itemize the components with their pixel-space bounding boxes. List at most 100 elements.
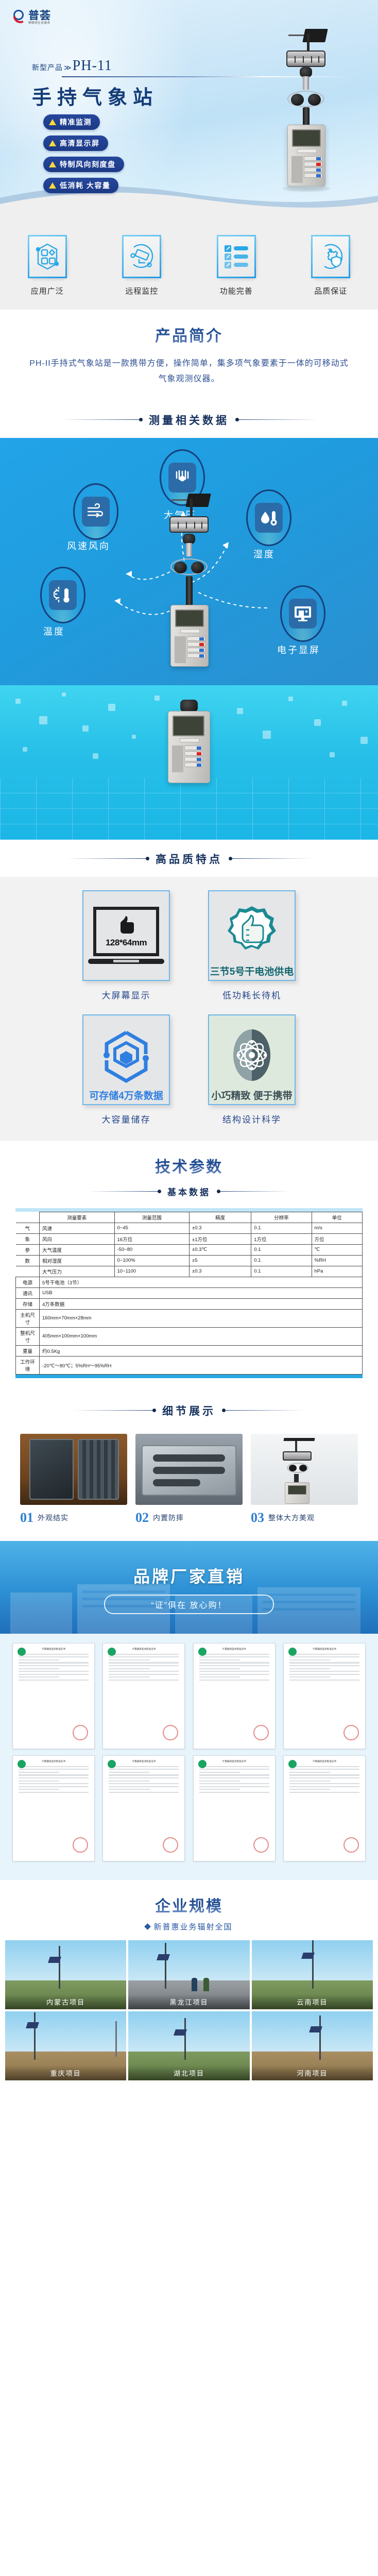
table-row: 电源 5号干电池（3节） — [15, 1276, 363, 1288]
cell: 0~100% — [114, 1255, 190, 1266]
quality-card[interactable]: 小巧精致 便于携带 结构设计科学 — [208, 1014, 296, 1125]
project-cell[interactable]: 黑龙江项目 — [128, 1940, 250, 2009]
group-label-char: 象 — [15, 1233, 40, 1245]
thumbs-up-badge-icon: 三节5号干电池供电 — [208, 890, 296, 981]
feature-icon-cell[interactable]: 功能完善 — [203, 235, 269, 296]
cert-title: 计量器具型式批准证书 — [132, 1647, 156, 1650]
tech-spec-table: 测量要素 测量范围 精度 分辨率 单位 气 风速 0~45 ±0.3 0.1 m… — [15, 1211, 363, 1375]
cert-seal-icon — [343, 1837, 359, 1853]
certificate-card[interactable]: 计量器具型式批准证书 — [102, 1755, 185, 1861]
quality-heading: 高品质特点 — [156, 853, 222, 866]
project-label: 内蒙古项目 — [5, 1994, 127, 2009]
settings-list-icon — [216, 235, 256, 278]
detail-item[interactable]: 02 内置防摔 — [135, 1433, 243, 1526]
table-row: 参 大气温度 -50~80 ±0.3℃ 0.1 ℃ — [15, 1244, 363, 1256]
group-label-char: 数 — [15, 1255, 40, 1266]
project-cell[interactable]: 湖北项目 — [128, 2011, 250, 2080]
quality-card[interactable]: 三节5号干电池供电 低功耗长待机 — [208, 890, 296, 1001]
hero-divider — [62, 76, 350, 77]
measure-node — [160, 449, 205, 506]
certificate-card[interactable]: 计量器具型式批准证书 — [193, 1755, 276, 1861]
project-label: 重庆项目 — [5, 2065, 127, 2080]
enterprise-heading: 企业规模 — [0, 1893, 378, 1916]
col-header: 分辨率 — [251, 1211, 312, 1223]
cell: 大气温度 — [39, 1244, 115, 1256]
pixel-decoration — [0, 685, 378, 840]
project-label: 湖北项目 — [128, 2065, 250, 2080]
quality-card-caption: 低功耗长待机 — [222, 990, 281, 1001]
feature-icon-cell[interactable]: 远程监控 — [109, 235, 175, 296]
project-cell[interactable]: 重庆项目 — [5, 2011, 127, 2080]
battery-text: 三节5号干电池供电 — [210, 966, 294, 977]
hero-banner: 普荟 物联网生态服务 新型产品 ≫ PH-11 手持气象站 精准监测 高清显示屏… — [0, 0, 378, 216]
certificate-card[interactable]: 计量器具型式批准证书 — [12, 1755, 95, 1861]
feature-icon-cell[interactable]: 应用广泛 — [14, 235, 80, 296]
project-cell[interactable]: 河南项目 — [251, 2011, 373, 2080]
col-header: 单位 — [311, 1211, 363, 1223]
spec-value: 405mm×100mm×100mm — [39, 1327, 363, 1346]
certificate-card[interactable]: 计量器具型式批准证书 — [12, 1642, 95, 1749]
certificate-card[interactable]: 计量器具型式批准证书 — [193, 1642, 276, 1749]
triangle-icon — [49, 182, 56, 189]
spec-value: USB — [39, 1287, 363, 1299]
table-top-bar — [15, 1208, 363, 1212]
building-silhouette — [10, 1584, 360, 1634]
detail-item[interactable]: 03 整体大方美观 — [251, 1433, 358, 1526]
cell: 0.1 — [251, 1265, 312, 1277]
brand-logo[interactable]: 普荟 物联网生态服务 — [12, 9, 51, 25]
cell: ℃ — [311, 1244, 363, 1256]
quality-card[interactable]: 128*64mm 大屏幕显示 — [82, 890, 170, 1001]
group-label-char: 参 — [15, 1244, 40, 1256]
cert-title: 计量器具型式批准证书 — [313, 1647, 336, 1650]
detail-label: 整体大方美观 — [268, 1513, 315, 1522]
measure-node — [280, 585, 325, 642]
hero-badge-label: 高清显示屏 — [60, 139, 100, 147]
table-row: 象 风向 16方位 ±1方位 1方位 方位 — [15, 1233, 363, 1245]
gear-shield-icon — [311, 235, 351, 278]
cell: m/s — [311, 1222, 363, 1234]
quality-card-caption: 大容量储存 — [101, 1114, 151, 1125]
cert-title: 计量器具型式批准证书 — [313, 1759, 336, 1762]
detail-item[interactable]: 01 外观结实 — [20, 1433, 127, 1526]
title-line-right — [229, 857, 312, 861]
table-row: 主机尺寸 160mm×70mm×28mm — [15, 1309, 363, 1328]
brand-slogan: “证”俱在 放心购！ — [104, 1594, 274, 1614]
cert-badge-icon — [18, 1759, 26, 1768]
monitor-screen-icon — [289, 598, 317, 629]
certificate-card[interactable]: 计量器具型式批准证书 — [102, 1642, 185, 1749]
cell: ±5 — [188, 1255, 252, 1266]
detail-label: 内置防摔 — [153, 1513, 184, 1522]
diamond-icon — [144, 1923, 151, 1930]
enterprise-subheading-wrap: 新普惠业务辐射全国 — [144, 1921, 232, 1932]
spec-value: -20℃～80℃；5%RH～95%RH — [39, 1355, 363, 1375]
measure-node-label: 湿度 — [253, 549, 275, 560]
project-cell[interactable]: 云南项目 — [251, 1940, 373, 2009]
cell: 10~1100 — [114, 1265, 190, 1277]
cert-badge-icon — [198, 1759, 207, 1768]
spec-label: 重量 — [15, 1345, 40, 1357]
cert-badge-icon — [198, 1647, 207, 1656]
project-cell[interactable]: 内蒙古项目 — [5, 1940, 127, 2009]
hero-badge-list: 精准监测 高清显示屏 特制风向刻度盘 低消耗 大容量 — [43, 114, 124, 193]
hero-series-prefix: 新型产品 — [32, 63, 63, 72]
feature-icon-cell[interactable]: 品质保证 — [298, 235, 364, 296]
device-assembled-photo — [251, 1433, 358, 1505]
quality-card[interactable]: 可存储4万条数据 大容量储存 — [82, 1014, 170, 1125]
network-nodes-icon — [27, 235, 67, 278]
cert-title: 计量器具型式批准证书 — [132, 1759, 156, 1762]
tech-table-wrap: 测量要素 测量范围 精度 分辨率 单位 气 风速 0~45 ±0.3 0.1 m… — [0, 1205, 378, 1392]
hero-badge: 高清显示屏 — [43, 135, 108, 151]
certificate-card[interactable]: 计量器具型式批准证书 — [283, 1642, 366, 1749]
cell: -50~80 — [114, 1244, 190, 1256]
spec-label: 工作环境 — [15, 1355, 40, 1375]
hero-badge-label: 精准监测 — [60, 118, 92, 126]
table-row: 重量 约0.5Kg — [15, 1345, 363, 1357]
cell: ±1方位 — [188, 1233, 252, 1245]
certificate-card[interactable]: 计量器具型式批准证书 — [283, 1755, 366, 1861]
case-inner-foam-photo — [135, 1433, 243, 1505]
feature-icon-row: 应用广泛 远程监控 — [0, 216, 378, 310]
wind-icon — [82, 496, 110, 527]
spec-value: 4万条数据 — [39, 1298, 363, 1310]
product-detail-page: 普荟 物联网生态服务 新型产品 ≫ PH-11 手持气象站 精准监测 高清显示屏… — [0, 0, 378, 2098]
sun-thermometer-icon — [49, 580, 77, 610]
